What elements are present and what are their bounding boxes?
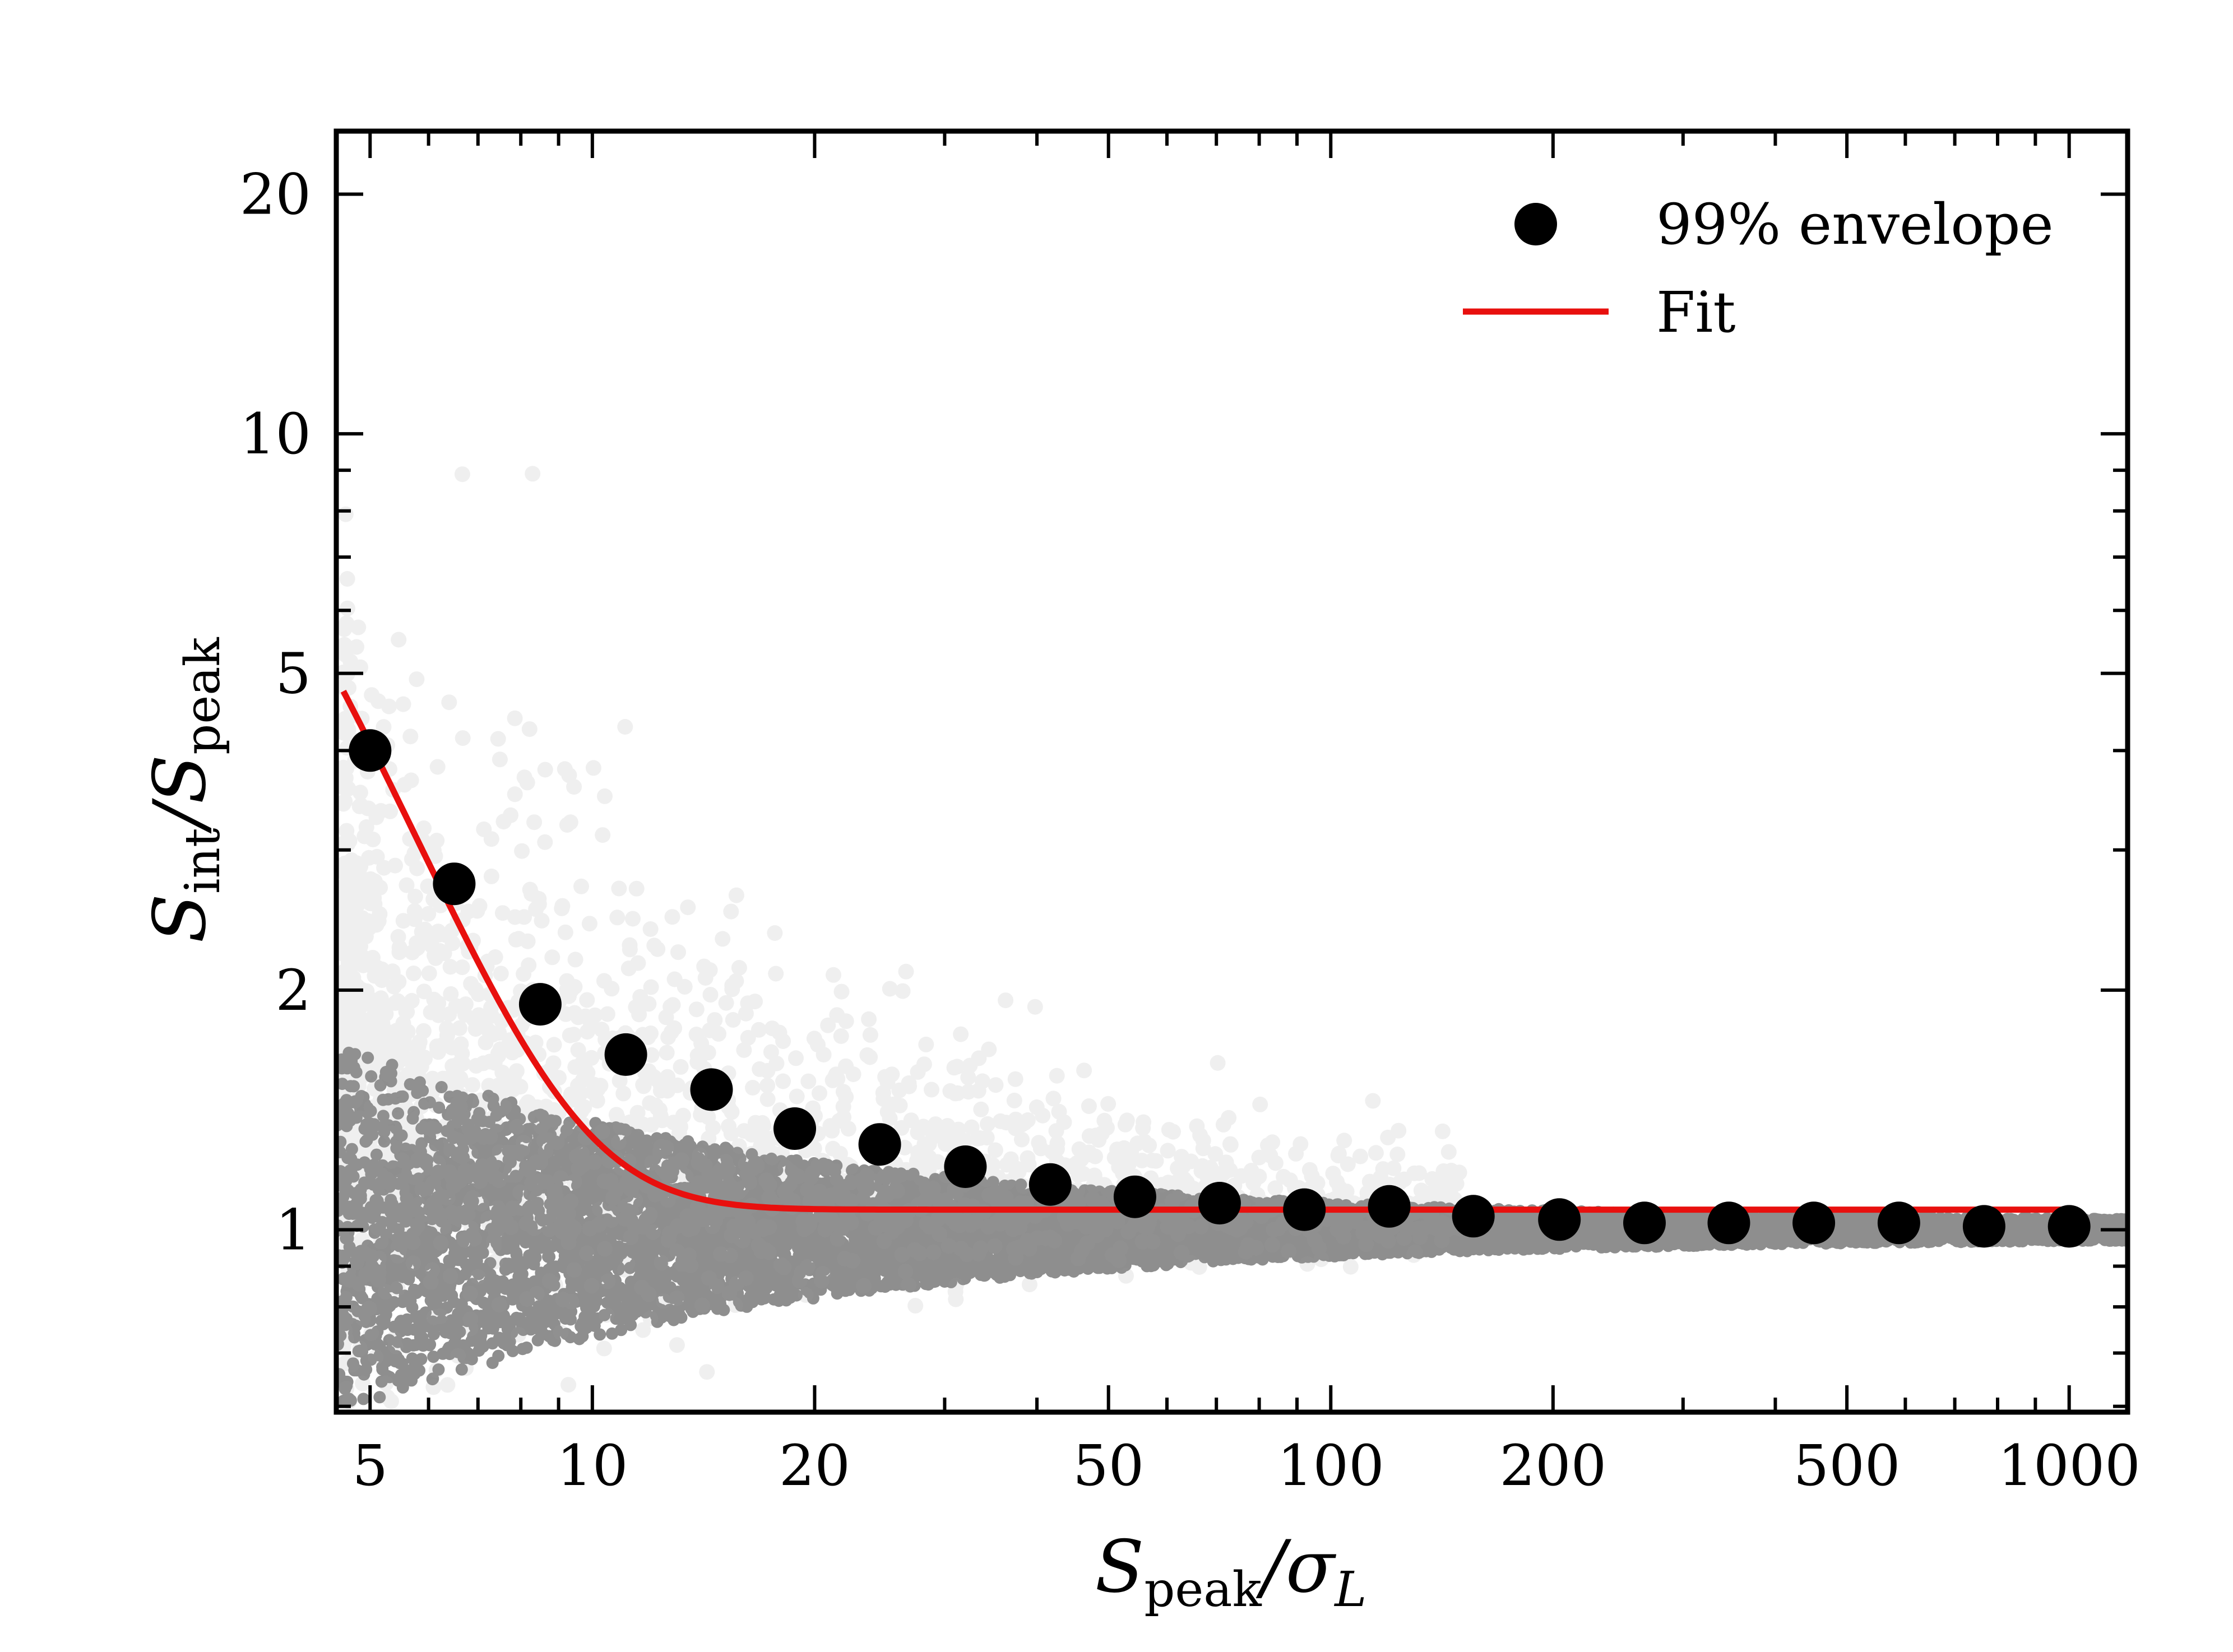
plot-frame [333,128,2130,1415]
y-tick-label: 10 [240,401,311,467]
x-tick-label: 1000 [1998,1433,2141,1498]
x-tick-label: 5 [352,1433,388,1498]
y-axis-title-mid: /S [138,755,222,834]
envelope-point [944,1145,987,1188]
background-points-outliers [336,466,1467,1409]
envelope-point [1452,1195,1495,1238]
envelope-point [2047,1205,2091,1248]
envelope-point [1877,1201,1920,1245]
envelope-point [349,729,392,772]
envelope-point [690,1068,733,1111]
envelope-point [1113,1175,1156,1218]
legend-item-fit: Fit [1463,280,1736,345]
x-tick-label: 100 [1277,1433,1384,1498]
envelope-point [1707,1201,1750,1245]
envelope-point [604,1033,647,1076]
y-tick-label: 5 [275,641,311,707]
envelope-point [1962,1205,2005,1248]
envelope-point [1198,1182,1241,1224]
envelope-point [773,1107,816,1150]
legend-fit-label: Fit [1656,280,1736,345]
x-tick-label: 10 [557,1433,628,1498]
x-axis-title-sub: peak [1144,1562,1262,1618]
legend: 99% envelope Fit [1463,192,2054,345]
envelope-point [858,1123,901,1166]
x-axis-title-main: S [1095,1525,1145,1609]
envelope-series [349,729,2091,1248]
legend-item-envelope: 99% envelope [1514,192,2054,257]
y-axis-title: Sint/Speak [138,637,231,943]
envelope-point [1538,1198,1581,1241]
x-axis-title-tail: /σ [1256,1525,1337,1609]
legend-envelope-marker [1514,203,1557,245]
envelope-point [1283,1188,1326,1231]
tick-labels: 5 10 20 50 100 200 500 1000 1 2 5 10 20 [240,161,2141,1498]
x-tick-label: 20 [779,1433,850,1498]
envelope-point [1368,1185,1411,1228]
envelope-point [1029,1163,1072,1206]
x-tick-label: 50 [1073,1433,1144,1498]
envelope-point [518,983,562,1026]
y-axis-title-sub: int [175,828,231,894]
legend-envelope-label: 99% envelope [1656,192,2054,257]
x-axis-title: Speak/σL [1095,1525,1367,1618]
envelope-point [1792,1201,1836,1245]
x-tick-label: 200 [1499,1433,1606,1498]
y-axis-title-mid-sub: peak [175,637,231,754]
y-tick-label: 2 [275,958,311,1023]
y-tick-label: 1 [275,1198,311,1263]
y-axis-title-main: S [138,894,222,943]
envelope-point [433,862,476,906]
x-axis-title-tail-sub: L [1333,1562,1366,1618]
y-tick-label: 20 [240,161,311,227]
envelope-point [1623,1201,1666,1245]
x-tick-label: 500 [1794,1433,1901,1498]
